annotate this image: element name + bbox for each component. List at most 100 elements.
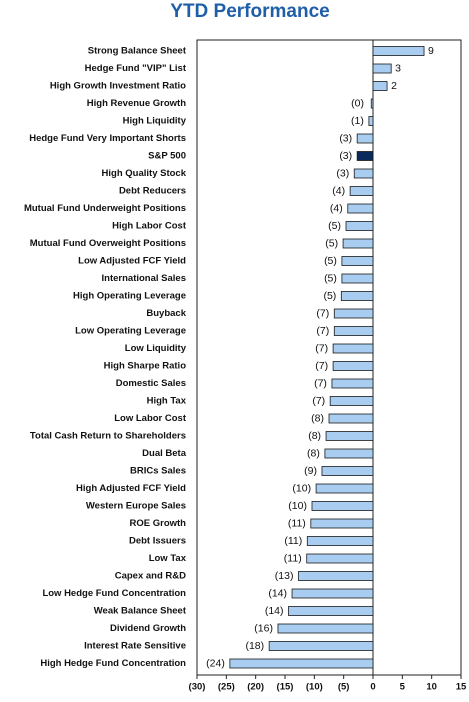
value-label: (18) <box>245 640 264 652</box>
value-label: (11) <box>284 535 302 547</box>
value-label: (3) <box>336 167 349 179</box>
value-label: (5) <box>328 220 341 232</box>
category-label: High Liquidity <box>123 116 187 127</box>
category-label: Interest Rate Sensitive <box>84 641 186 652</box>
category-label: Hedge Fund "VIP" List <box>85 63 187 74</box>
category-label: High Hedge Fund Concentration <box>40 658 186 669</box>
category-label: Capex and R&D <box>115 571 186 582</box>
category-label: Weak Balance Sheet <box>94 606 187 617</box>
value-label: (7) <box>315 342 328 354</box>
value-label: 2 <box>391 80 397 92</box>
category-label: High Growth Investment Ratio <box>50 81 186 92</box>
category-label: Debt Reducers <box>119 186 186 197</box>
value-label: (14) <box>268 587 287 599</box>
bar <box>291 588 374 599</box>
value-label: (7) <box>312 395 325 407</box>
value-label: (7) <box>314 377 327 389</box>
value-label: (8) <box>307 447 320 459</box>
category-label: Total Cash Return to Shareholders <box>30 431 186 442</box>
category-label: Strong Balance Sheet <box>88 46 187 57</box>
value-label: (3) <box>339 150 352 162</box>
value-label: (10) <box>292 482 311 494</box>
category-label: High Sharpe Ratio <box>104 361 187 372</box>
bar <box>370 98 374 109</box>
bar <box>321 466 374 476</box>
bar <box>333 326 374 336</box>
value-label: (3) <box>339 132 352 144</box>
value-label: (5) <box>324 255 337 267</box>
bar <box>347 203 374 214</box>
value-label: (24) <box>206 657 225 669</box>
x-tick-label: (25) <box>218 682 235 693</box>
category-label: High Adjusted FCF Yield <box>76 483 186 494</box>
category-label: Buyback <box>146 308 186 319</box>
value-label: (1) <box>351 115 364 127</box>
category-label: Low Liquidity <box>125 343 187 354</box>
bar <box>324 448 374 459</box>
bar <box>332 361 374 371</box>
category-label: Low Operating Leverage <box>75 326 186 337</box>
value-label: (0) <box>351 97 364 109</box>
category-label: High Quality Stock <box>102 168 187 179</box>
category-label: Mutual Fund Overweight Positions <box>30 238 186 249</box>
bar <box>315 483 374 494</box>
value-label: (11) <box>284 552 302 564</box>
x-tick-label: 10 <box>426 682 437 693</box>
value-label: (4) <box>332 185 345 197</box>
value-label: (14) <box>265 605 284 617</box>
bar <box>340 291 374 301</box>
plot-frame <box>196 39 462 676</box>
bar <box>310 518 374 529</box>
value-label: (4) <box>330 202 343 214</box>
category-label: Low Hedge Fund Concentration <box>42 588 186 599</box>
bar <box>342 238 374 249</box>
category-label: Mutual Fund Underweight Positions <box>24 203 186 214</box>
category-label: High Tax <box>147 396 187 407</box>
category-label: Hedge Fund Very Important Shorts <box>29 133 186 144</box>
value-label: (9) <box>304 465 317 477</box>
bar <box>372 81 388 91</box>
bar <box>368 116 374 126</box>
bar <box>341 273 374 284</box>
bar <box>268 641 374 651</box>
value-label: (5) <box>324 272 337 284</box>
bar <box>325 431 374 441</box>
category-label: Low Adjusted FCF Yield <box>78 256 186 267</box>
x-tick-label: 5 <box>400 682 406 693</box>
category-label: ROE Growth <box>130 518 187 529</box>
chart-title: YTD Performance <box>170 1 329 22</box>
x-tick-label: 0 <box>370 682 375 693</box>
bar <box>329 396 374 406</box>
bar <box>311 501 374 511</box>
category-label: Low Tax <box>149 553 187 564</box>
bar <box>229 658 374 669</box>
bar <box>277 623 374 634</box>
category-label: High Labor Cost <box>112 221 187 232</box>
value-label: 9 <box>428 45 434 57</box>
category-label: Dual Beta <box>142 448 187 459</box>
bar <box>333 308 374 319</box>
category-label: International Sales <box>102 273 186 284</box>
x-tick-label: (30) <box>189 682 206 693</box>
category-label: BRICs Sales <box>130 466 186 477</box>
category-label: S&P 500 <box>148 151 186 162</box>
bar <box>372 46 425 56</box>
category-label: Western Europe Sales <box>86 501 186 512</box>
value-label: 3 <box>395 62 401 74</box>
value-label: (11) <box>288 517 306 529</box>
category-label: Debt Issuers <box>129 536 186 547</box>
value-label: (5) <box>323 290 336 302</box>
category-label: Domestic Sales <box>116 378 186 389</box>
x-tick-label: (15) <box>277 682 294 693</box>
x-tick-label: (10) <box>306 682 323 693</box>
category-label: Dividend Growth <box>110 623 186 634</box>
x-tick-label: 15 <box>456 682 467 693</box>
value-label: (13) <box>275 570 294 582</box>
category-label: Low Labor Cost <box>114 413 187 424</box>
category-label: High Operating Leverage <box>73 291 186 302</box>
value-label: (16) <box>254 622 273 634</box>
category-label: High Revenue Growth <box>87 98 186 109</box>
bar <box>288 606 374 616</box>
